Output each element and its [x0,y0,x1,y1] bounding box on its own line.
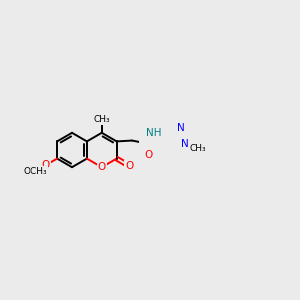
Text: N: N [177,123,185,133]
Text: CH₃: CH₃ [189,144,206,153]
Text: OCH₃: OCH₃ [23,167,47,176]
Text: CH₃: CH₃ [94,116,110,124]
Text: O: O [125,161,134,171]
Text: O: O [145,151,153,160]
Text: NH: NH [146,128,162,138]
Text: N: N [182,139,189,149]
Text: O: O [42,160,50,170]
Text: O: O [98,162,106,172]
